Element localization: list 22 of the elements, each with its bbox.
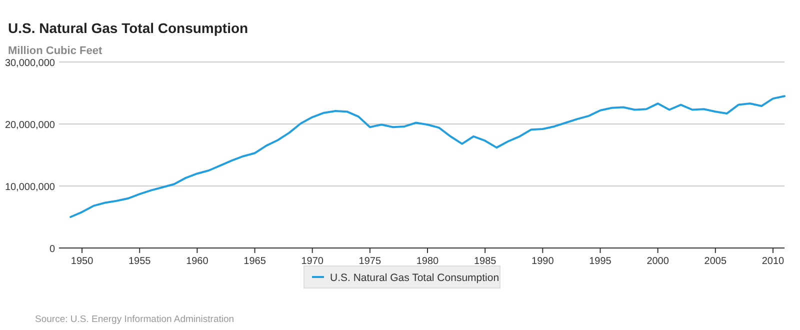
x-tick-label: 1995 — [589, 256, 612, 267]
x-tick-label: 2000 — [646, 256, 670, 267]
y-tick-label: 20,000,000 — [4, 120, 56, 131]
chart-title: U.S. Natural Gas Total Consumption — [8, 20, 248, 36]
x-tick-label: 1980 — [416, 256, 440, 267]
y-tick-label: 30,000,000 — [4, 58, 56, 69]
x-tick-label: 2010 — [762, 256, 785, 267]
legend-label: U.S. Natural Gas Total Consumption — [330, 272, 500, 284]
x-tick-label: 1965 — [244, 256, 266, 267]
x-tick-label: 1985 — [474, 256, 497, 267]
y-axis-title: Million Cubic Feet — [8, 45, 102, 57]
x-tick-label: 1975 — [358, 256, 382, 267]
x-tick-label: 1970 — [301, 256, 324, 267]
x-tick-label: 1955 — [128, 256, 152, 267]
source-note: Source: U.S. Energy Information Administration — [35, 314, 234, 325]
y-tick-label: 0 — [49, 244, 56, 255]
line-series — [70, 95, 786, 218]
x-tick-label: 1960 — [186, 256, 209, 267]
y-tick-label: 10,000,000 — [4, 182, 56, 193]
x-tick-label: 2005 — [704, 256, 727, 267]
x-tick-label: 1990 — [532, 256, 554, 267]
x-tick-label: 1950 — [70, 256, 94, 267]
